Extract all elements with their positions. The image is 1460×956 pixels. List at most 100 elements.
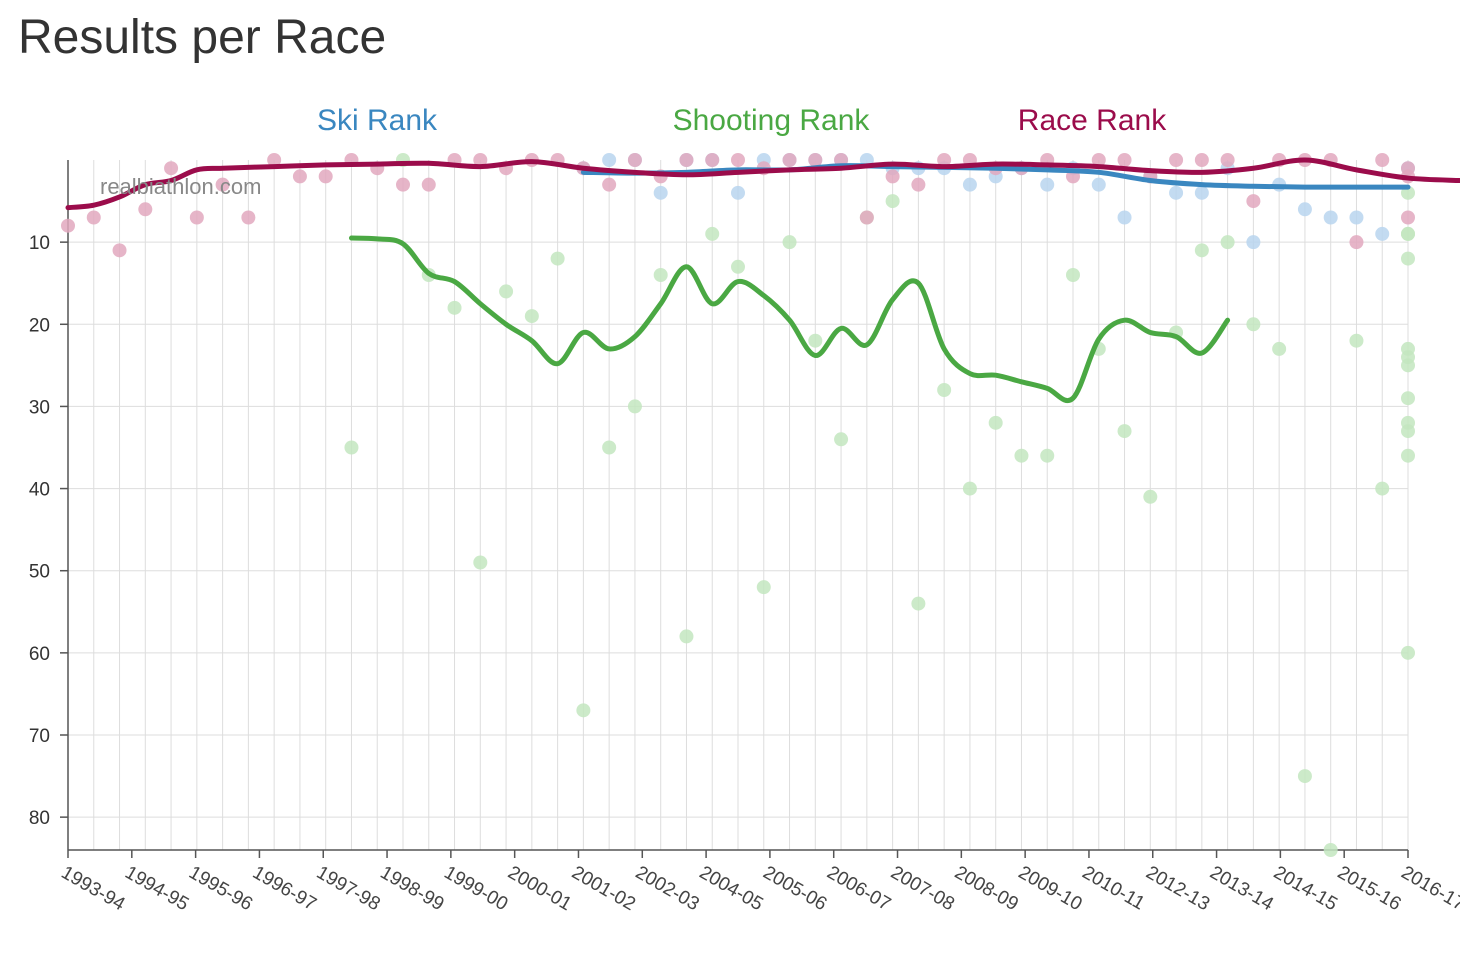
- data-point: [344, 440, 359, 455]
- data-point: [1401, 448, 1415, 463]
- data-point: [911, 177, 926, 192]
- data-point: [885, 169, 900, 184]
- x-tick-label: 1998-99: [377, 862, 448, 915]
- x-tick-label: 2007-08: [887, 862, 958, 915]
- data-point: [1401, 645, 1415, 660]
- data-point: [653, 268, 668, 282]
- data-point: [1246, 235, 1261, 250]
- data-point: [1349, 235, 1364, 250]
- y-tick-label: 50: [29, 562, 50, 583]
- data-point: [396, 177, 410, 192]
- data-point: [602, 440, 617, 455]
- data-point: [1297, 202, 1312, 217]
- legend-item: Race Rank: [1018, 104, 1167, 137]
- data-point: [318, 169, 333, 184]
- chart-legend: Ski Rank Shooting Rank Race Rank: [317, 104, 1167, 137]
- data-points: [61, 153, 1415, 857]
- data-point: [292, 169, 307, 184]
- legend-item: Ski Rank: [317, 104, 438, 137]
- data-point: [1169, 153, 1184, 167]
- data-point: [86, 210, 101, 225]
- data-point: [447, 300, 462, 315]
- data-point: [1401, 358, 1415, 373]
- data-point: [1323, 210, 1338, 225]
- data-point: [1401, 161, 1415, 176]
- data-point: [1272, 341, 1287, 356]
- x-tick-label: 2008-09: [951, 862, 1022, 915]
- x-tick-label: 2012-13: [1142, 862, 1213, 915]
- data-point: [1246, 317, 1261, 332]
- data-point: [1117, 153, 1132, 167]
- series-line: [65, 157, 1460, 211]
- data-point: [1194, 185, 1209, 200]
- legend-item: Shooting Rank: [673, 104, 871, 137]
- data-point: [731, 153, 745, 167]
- data-point: [1220, 235, 1235, 250]
- data-point: [756, 580, 771, 595]
- watermark: realbiathlon.com: [100, 174, 261, 199]
- y-tick-label: 10: [29, 233, 50, 254]
- data-point: [189, 210, 204, 225]
- y-tick-label: 30: [29, 397, 50, 418]
- data-point: [112, 243, 127, 258]
- data-point: [473, 153, 488, 167]
- x-tick-label: 2013-14: [1206, 862, 1277, 915]
- data-point: [1220, 153, 1235, 167]
- data-point: [962, 177, 977, 192]
- chart-axes: 10203040506070801993-941994-951995-96199…: [29, 160, 1460, 915]
- data-point: [164, 161, 179, 176]
- data-point: [602, 177, 617, 192]
- series-line: [348, 235, 1231, 404]
- data-point: [1375, 226, 1390, 241]
- data-point: [1297, 769, 1312, 784]
- data-point: [1246, 194, 1261, 209]
- data-point: [1194, 243, 1209, 258]
- data-point: [138, 202, 153, 217]
- y-tick-label: 60: [29, 644, 50, 665]
- data-point: [1375, 481, 1390, 496]
- data-point: [705, 226, 720, 241]
- data-point: [937, 383, 952, 397]
- data-point: [808, 333, 823, 348]
- data-point: [988, 415, 1003, 430]
- data-point: [1323, 843, 1338, 857]
- x-tick-label: 1997-98: [313, 862, 384, 915]
- data-point: [1194, 153, 1209, 167]
- data-point: [1040, 448, 1055, 463]
- data-point: [1401, 251, 1415, 266]
- data-point: [576, 703, 591, 718]
- data-point: [473, 555, 488, 570]
- x-tick-label: 1994-95: [121, 862, 192, 915]
- data-point: [421, 177, 436, 192]
- data-point: [627, 153, 642, 167]
- data-point: [782, 153, 797, 167]
- data-point: [834, 432, 849, 447]
- chart-grid: [67, 160, 1409, 850]
- data-point: [705, 153, 720, 167]
- data-point: [1401, 415, 1415, 430]
- x-tick-label: 2009-10: [1015, 862, 1086, 915]
- data-point: [1143, 489, 1158, 504]
- data-point: [885, 194, 900, 209]
- data-point: [1014, 448, 1029, 463]
- data-point: [267, 153, 282, 167]
- data-point: [1349, 333, 1364, 348]
- data-point: [1117, 210, 1132, 225]
- data-point: [61, 218, 75, 233]
- data-point: [911, 596, 926, 611]
- data-point: [679, 153, 694, 167]
- x-tick-label: 2000-01: [504, 862, 575, 915]
- x-tick-label: 1999-00: [440, 862, 511, 915]
- x-tick-label: 2010-11: [1078, 862, 1148, 914]
- data-point: [808, 153, 823, 167]
- x-tick-label: 1993-94: [58, 862, 129, 915]
- data-point: [1066, 268, 1080, 282]
- y-tick-label: 20: [29, 315, 50, 336]
- x-tick-label: 1995-96: [185, 862, 256, 915]
- data-point: [602, 153, 617, 167]
- data-point: [1401, 210, 1415, 225]
- x-tick-label: 2005-06: [759, 862, 830, 915]
- data-point: [550, 251, 565, 266]
- data-point: [962, 481, 977, 496]
